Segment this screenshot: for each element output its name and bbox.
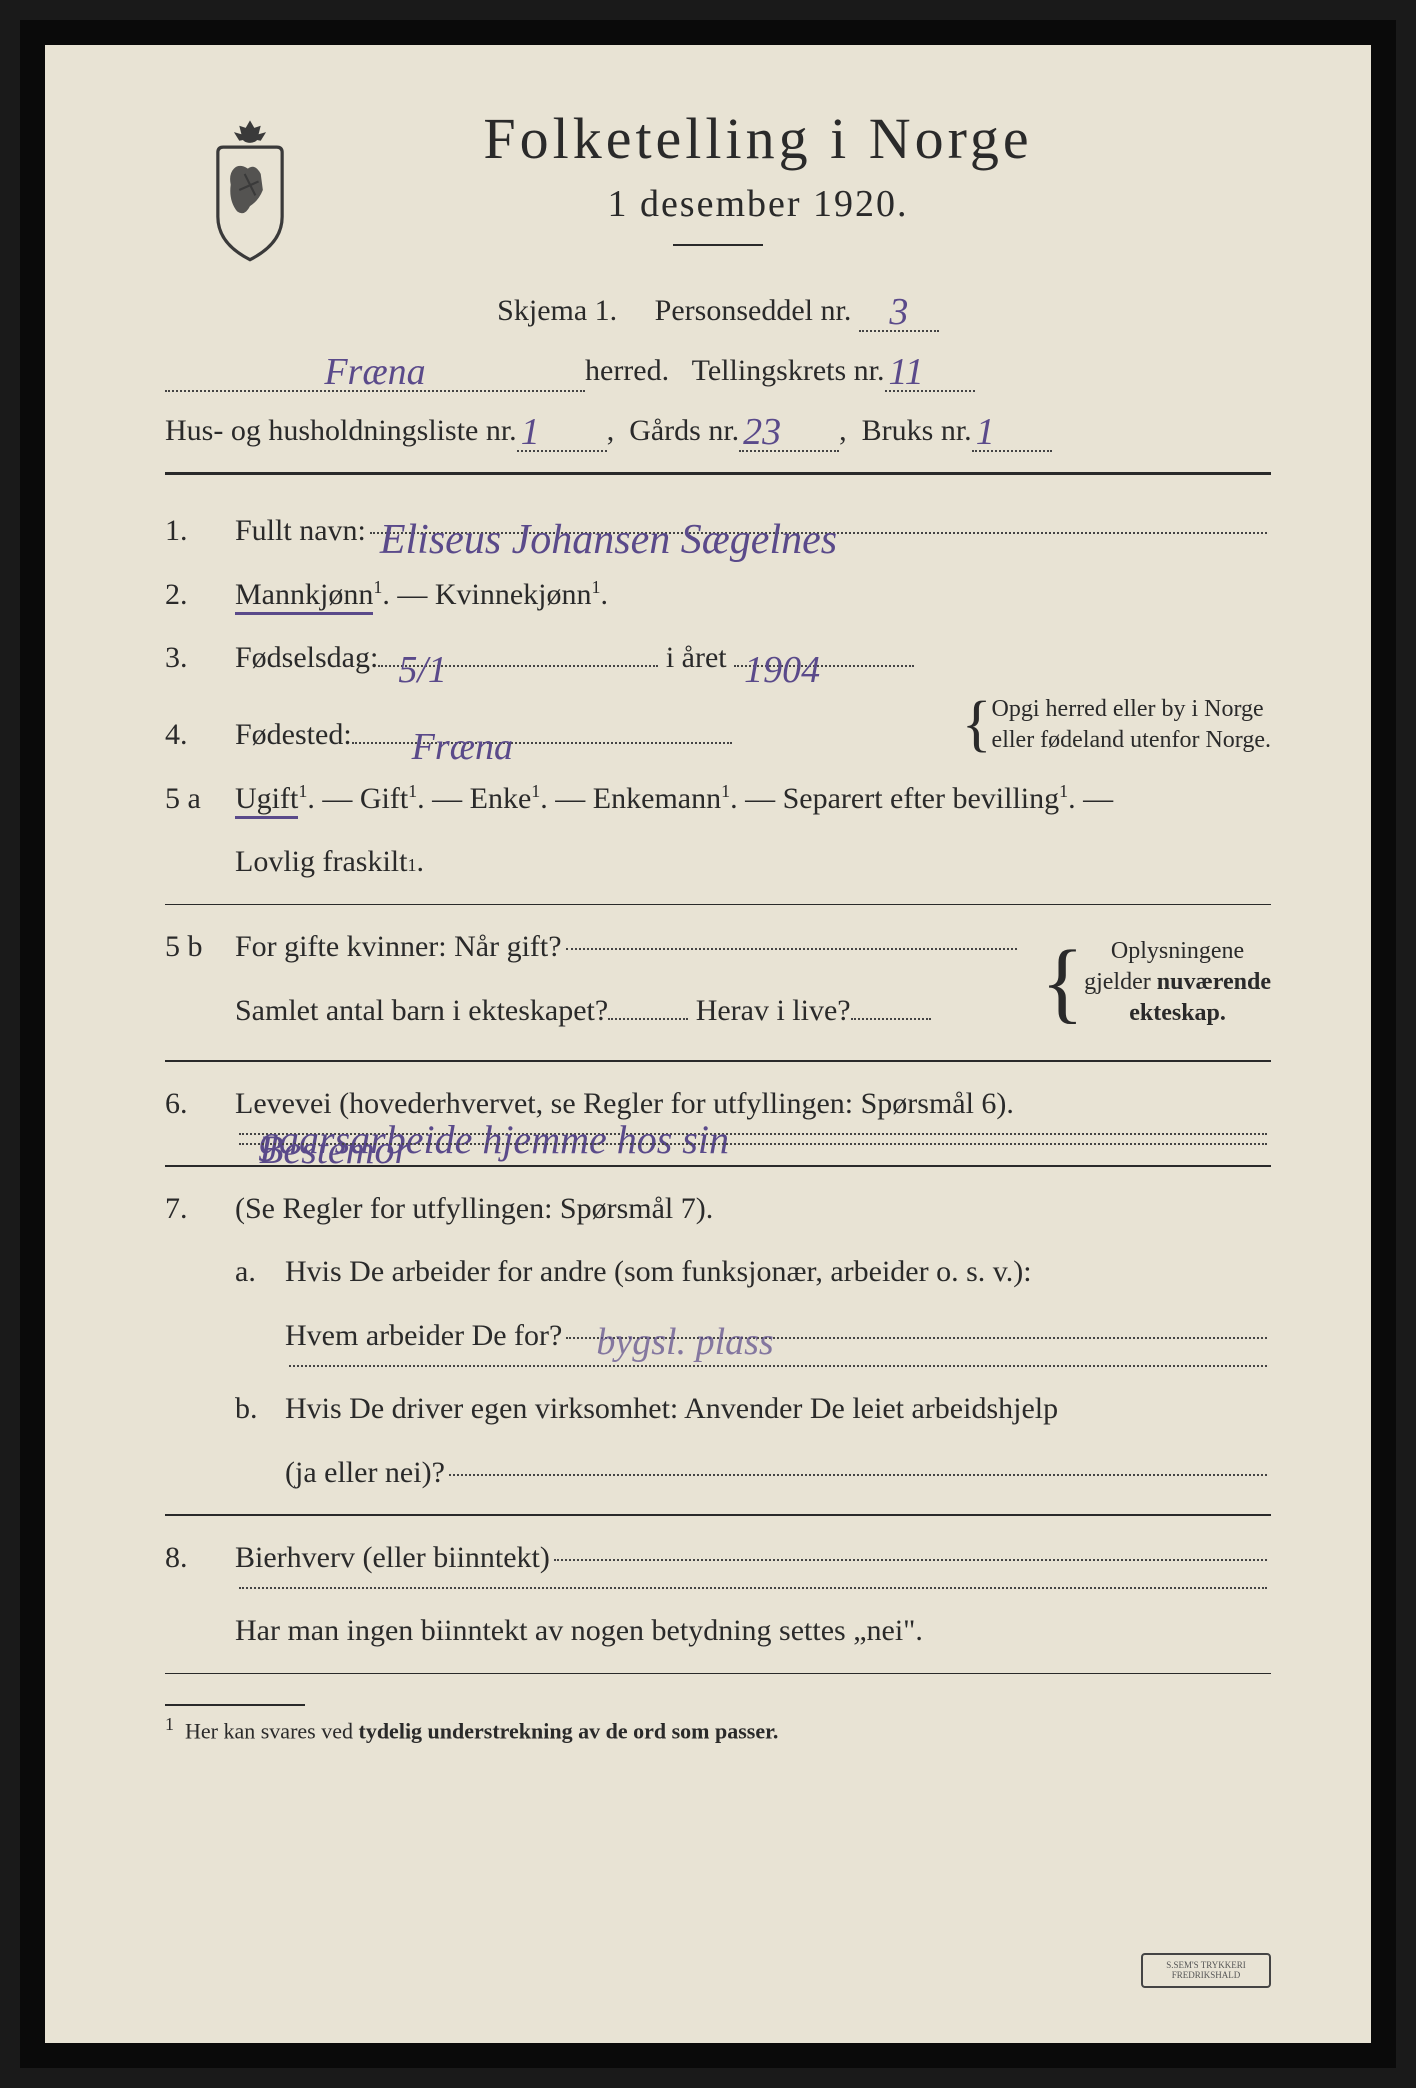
q3-num: 3. <box>165 630 235 686</box>
q3-day-line: 5/1 <box>378 665 658 667</box>
q3-year-line: 1904 <box>734 665 914 667</box>
q7a-label1: Hvis De arbeider for andre (som funksjon… <box>285 1244 1032 1300</box>
bruks-label: Bruks nr. <box>862 414 972 448</box>
footnote: 1 Her kan svares ved tydelig understrekn… <box>165 1704 1271 1744</box>
q5b-live-line <box>851 1018 931 1020</box>
question-5b: 5 b For gifte kvinner: Når gift? Samlet … <box>165 919 1271 1046</box>
form-meta-block: Skjema 1. Personseddel nr. 3 Fræna herre… <box>165 286 1271 452</box>
header-divider <box>673 244 763 246</box>
q4-label: Fødested: <box>235 707 352 763</box>
coat-of-arms-icon <box>195 115 305 265</box>
q1-value: Eliseus Johansen Sægelnes <box>380 502 837 580</box>
tellingskrets-value: 11 <box>885 346 975 392</box>
q5b-label1: For gifte kvinner: Når gift? <box>235 919 562 975</box>
q7-label: (Se Regler for utfyllingen: Spørsmål 7). <box>235 1181 1271 1237</box>
row-divider <box>165 1514 1271 1516</box>
q5a-opt-fraskilt: Lovlig fraskilt <box>235 834 407 890</box>
q4-note: Opgi herred eller by i Norge eller fødel… <box>992 694 1271 756</box>
q7b-label1: Hvis De driver egen virksomhet: Anvender… <box>285 1381 1058 1437</box>
q5b-label2: Samlet antal barn i ekteskapet? <box>235 983 608 1039</box>
question-7b: b. Hvis De driver egen virksomhet: Anven… <box>165 1381 1271 1437</box>
meta-line-1: Skjema 1. Personseddel nr. 3 <box>165 286 1271 332</box>
skjema-label: Skjema 1. <box>497 294 617 327</box>
q5b-gift-line <box>566 948 1017 950</box>
q7a-num: a. <box>235 1244 285 1300</box>
q5a-opt-enkemann: Enkemann <box>593 782 721 815</box>
q7b-label2: (ja eller nei)? <box>285 1445 445 1501</box>
q5a-opt-ugift: Ugift <box>235 782 298 819</box>
gards-label: Gårds nr. <box>629 414 739 448</box>
form-date: 1 desember 1920. <box>245 182 1271 226</box>
q5b-barn-line <box>608 1018 688 1020</box>
herred-label: herred. <box>585 354 669 388</box>
q6-num: 6. <box>165 1076 235 1132</box>
row-divider <box>165 1060 1271 1062</box>
q8-label: Bierhverv (eller biinntekt) <box>235 1530 550 1586</box>
q4-num: 4. <box>165 707 235 763</box>
section-divider <box>165 472 1271 475</box>
hushold-value: 1 <box>517 406 607 452</box>
question-5a-cont: Lovlig fraskilt1. <box>165 834 1271 890</box>
q2-num: 2. <box>165 567 235 623</box>
question-7a-line2: Hvem arbeider De for? bygsl. plass <box>165 1308 1271 1364</box>
q7a-label2: Hvem arbeider De for? <box>285 1308 562 1364</box>
q2-opt-mannkjonn: Mannkjønn <box>235 578 373 615</box>
q8-num: 8. <box>165 1530 235 1586</box>
question-3: 3. Fødselsdag: 5/1 i året 1904 <box>165 630 1271 686</box>
q5b-num: 5 b <box>165 919 235 975</box>
hushold-label: Hus- og husholdningsliste nr. <box>165 414 517 448</box>
brace-icon: { <box>962 709 992 740</box>
q5a-opt-enke: Enke <box>470 782 532 815</box>
q3-day-value: 5/1 <box>398 635 447 705</box>
q5a-num: 5 a <box>165 771 235 827</box>
question-8: 8. Bierhverv (eller biinntekt) <box>165 1530 1271 1586</box>
personseddel-value: 3 <box>859 286 939 332</box>
q8-value-line <box>554 1559 1267 1561</box>
meta-line-3: Hus- og husholdningsliste nr. 1 , Gårds … <box>165 406 1271 452</box>
form-title: Folketelling i Norge <box>245 105 1271 172</box>
q8-blank-line <box>165 1593 1271 1595</box>
q7-num: 7. <box>165 1181 235 1237</box>
q1-num: 1. <box>165 503 235 559</box>
brace-icon: { <box>1041 960 1084 1005</box>
bottom-divider <box>165 1673 1271 1675</box>
q1-label: Fullt navn: <box>235 503 366 559</box>
question-1: 1. Fullt navn: Eliseus Johansen Sægelnes <box>165 503 1271 559</box>
q5b-note: Oplysningene gjelder nuværende ekteskap. <box>1084 936 1271 1030</box>
question-7b-line2: (ja eller nei)? <box>165 1445 1271 1501</box>
q4-value-line: Fræna <box>352 742 732 744</box>
q3-year-value: 1904 <box>744 635 820 705</box>
q5b-label3: Herav i live? <box>696 983 851 1039</box>
q7b-num: b. <box>235 1381 285 1437</box>
printer-stamp: S.SEM'S TRYKKERI FREDRIKSHALD <box>1141 1953 1271 1988</box>
bruks-value: 1 <box>972 406 1052 452</box>
q4-value: Fræna <box>412 712 513 782</box>
q3-label: Fødselsdag: <box>235 630 378 686</box>
q5a-opt-gift: Gift <box>360 782 408 815</box>
question-4: 4. Fødested: Fræna { Opgi herred eller b… <box>165 694 1271 763</box>
q7b-value-line <box>449 1474 1267 1476</box>
herred-value: Fræna <box>165 346 585 392</box>
q1-value-line: Eliseus Johansen Sægelnes <box>370 532 1267 534</box>
meta-line-2: Fræna herred. Tellingskrets nr. 11 <box>165 346 1271 392</box>
q3-year-label: i året <box>666 630 727 686</box>
footnote-num: 1 <box>165 1714 174 1734</box>
question-7a: a. Hvis De arbeider for andre (som funks… <box>165 1244 1271 1300</box>
q2-opt-kvinnekjonn: Kvinnekjønn <box>435 578 592 611</box>
row-divider <box>165 904 1271 906</box>
gards-value: 23 <box>739 406 839 452</box>
footer-note: Har man ingen biinntekt av nogen betydni… <box>165 1603 1271 1659</box>
q5a-opt-separert: Separert efter bevilling <box>783 782 1060 815</box>
census-form-page: Folketelling i Norge 1 desember 1920. Sk… <box>20 20 1396 2068</box>
q7a-value-line: bygsl. plass <box>566 1337 1267 1339</box>
footnote-rule <box>165 1704 305 1706</box>
form-header: Folketelling i Norge 1 desember 1920. <box>165 105 1271 246</box>
question-7: 7. (Se Regler for utfyllingen: Spørsmål … <box>165 1181 1271 1237</box>
tellingskrets-label: Tellingskrets nr. <box>692 354 885 388</box>
personseddel-label: Personseddel nr. <box>655 294 852 327</box>
question-5a: 5 a Ugift1. — Gift1. — Enke1. — Enkemann… <box>165 771 1271 827</box>
